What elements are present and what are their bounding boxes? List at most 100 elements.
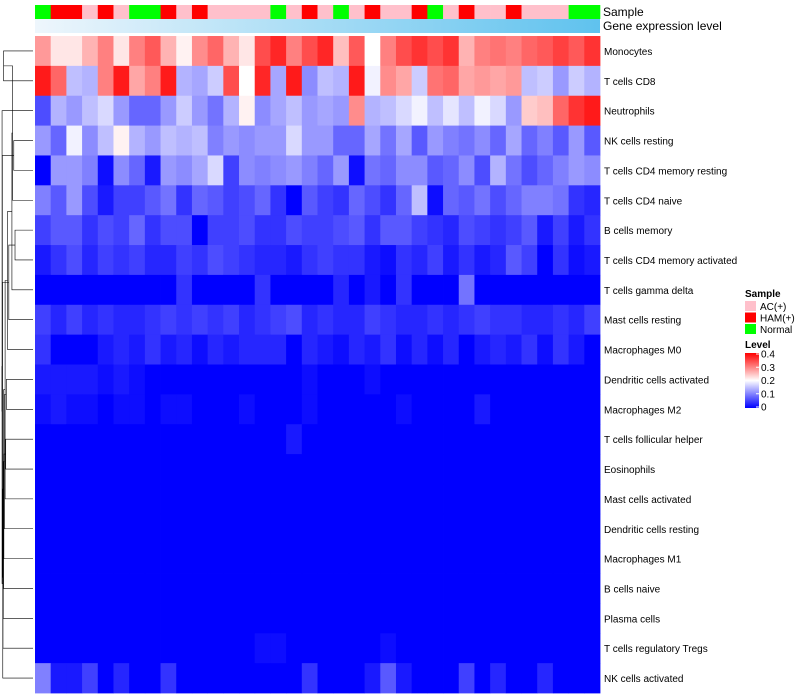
- heatmap-cell: [443, 36, 460, 67]
- heatmap-cell: [113, 424, 130, 455]
- heatmap-cell: [270, 394, 287, 425]
- heatmap-cell: [364, 424, 381, 455]
- heatmap-cell: [176, 454, 193, 485]
- heatmap-cell: [176, 394, 193, 425]
- heatmap-cell: [270, 65, 287, 97]
- heatmap-cell: [427, 573, 444, 604]
- heatmap-cell: [458, 274, 475, 306]
- heatmap-cell: [552, 543, 570, 574]
- heatmap-cell: [113, 36, 130, 67]
- heatmap-cell: [129, 364, 146, 395]
- heatmap-cell: [474, 36, 491, 67]
- heatmap-cell: [584, 543, 601, 574]
- heatmap-cell: [239, 245, 256, 276]
- heatmap-cell: [191, 543, 209, 574]
- heatmap-cell: [333, 155, 350, 186]
- heatmap-cell: [458, 364, 475, 395]
- heatmap-cell: [191, 125, 209, 156]
- heatmap-cell: [35, 125, 52, 156]
- heatmap-cell: [286, 36, 303, 67]
- heatmap-cell: [66, 663, 83, 694]
- heatmap-cell: [458, 95, 475, 126]
- heatmap-cell: [427, 274, 444, 306]
- heatmap-cell: [35, 185, 52, 216]
- heatmap-cell: [411, 573, 428, 604]
- heatmap-cell: [474, 633, 491, 664]
- heatmap-cell: [82, 274, 99, 306]
- heatmap-cell: [270, 543, 287, 574]
- heatmap-cell: [286, 364, 303, 395]
- heatmap-cell: [254, 245, 271, 276]
- heatmap-cell: [395, 603, 413, 634]
- heatmap-cell: [113, 394, 130, 425]
- row-label: Dendritic cells activated: [604, 375, 709, 386]
- heatmap-cell: [144, 304, 161, 336]
- heatmap-cell: [82, 424, 99, 455]
- heatmap-cell: [254, 65, 271, 97]
- heatmap-cell: [395, 424, 413, 455]
- heatmap-cell: [66, 185, 83, 216]
- row-label: Mast cells resting: [604, 316, 681, 327]
- heatmap-cell: [129, 633, 146, 664]
- heatmap-cell: [301, 245, 318, 276]
- heatmap-cell: [35, 65, 52, 97]
- row-label: T cells gamma delta: [604, 286, 694, 297]
- heatmap-cell: [364, 215, 381, 246]
- sample-track-label: Sample: [603, 5, 644, 19]
- heatmap-cell: [537, 394, 554, 425]
- heatmap-cell: [552, 513, 570, 545]
- dendrogram-branch: [11, 132, 33, 291]
- heatmap-cell: [521, 185, 538, 216]
- sample-annotation-cell: [427, 5, 444, 19]
- heatmap-cell: [490, 663, 507, 694]
- heatmap-cell: [286, 454, 303, 485]
- heatmap-cell: [552, 65, 570, 97]
- heatmap-cell: [395, 95, 413, 126]
- heatmap-cell: [301, 95, 318, 126]
- heatmap-cell: [474, 543, 491, 574]
- heatmap-cell: [129, 36, 146, 67]
- heatmap-cell: [301, 454, 318, 485]
- heatmap-cell: [380, 394, 397, 425]
- heatmap-cell: [443, 543, 460, 574]
- heatmap-cell: [50, 334, 67, 365]
- heatmap-cell: [552, 245, 570, 276]
- heatmap-cell: [113, 364, 130, 395]
- heatmap-cell: [458, 394, 475, 425]
- heatmap-cell: [474, 65, 491, 97]
- heatmap-cell: [97, 424, 114, 455]
- heatmap-cell: [160, 304, 177, 336]
- heatmap-cell: [380, 274, 397, 306]
- heatmap-cell: [286, 633, 303, 664]
- heatmap-cell: [552, 663, 570, 694]
- heatmap-cell: [301, 394, 318, 425]
- heatmap-cell: [364, 125, 381, 156]
- heatmap-cell: [364, 663, 381, 694]
- heatmap-cell: [176, 215, 193, 246]
- heatmap-cell: [364, 483, 381, 515]
- heatmap-cell: [97, 245, 114, 276]
- heatmap-cell: [129, 543, 146, 574]
- heatmap-cell: [427, 663, 444, 694]
- heatmap-cell: [97, 155, 114, 186]
- heatmap-cell: [129, 513, 146, 545]
- heatmap-cell: [301, 65, 318, 97]
- heatmap-cell: [254, 543, 271, 574]
- heatmap-cell: [505, 274, 522, 306]
- heatmap-cell: [239, 36, 256, 67]
- heatmap-cell: [380, 125, 397, 156]
- heatmap-cell: [521, 36, 538, 67]
- heatmap-cell: [333, 543, 350, 574]
- heatmap-cell: [144, 334, 161, 365]
- heatmap-cell: [129, 603, 146, 634]
- heatmap-cell: [207, 394, 224, 425]
- heatmap-cell: [537, 245, 554, 276]
- dendrogram-branch: [2, 488, 33, 679]
- heatmap-cell: [239, 95, 256, 126]
- heatmap-cell: [458, 36, 475, 67]
- heatmap-cell: [160, 394, 177, 425]
- heatmap-cell: [160, 513, 177, 545]
- heatmap-cell: [207, 274, 224, 306]
- sample-annotation-cell: [286, 5, 303, 19]
- heatmap-cell: [160, 663, 177, 694]
